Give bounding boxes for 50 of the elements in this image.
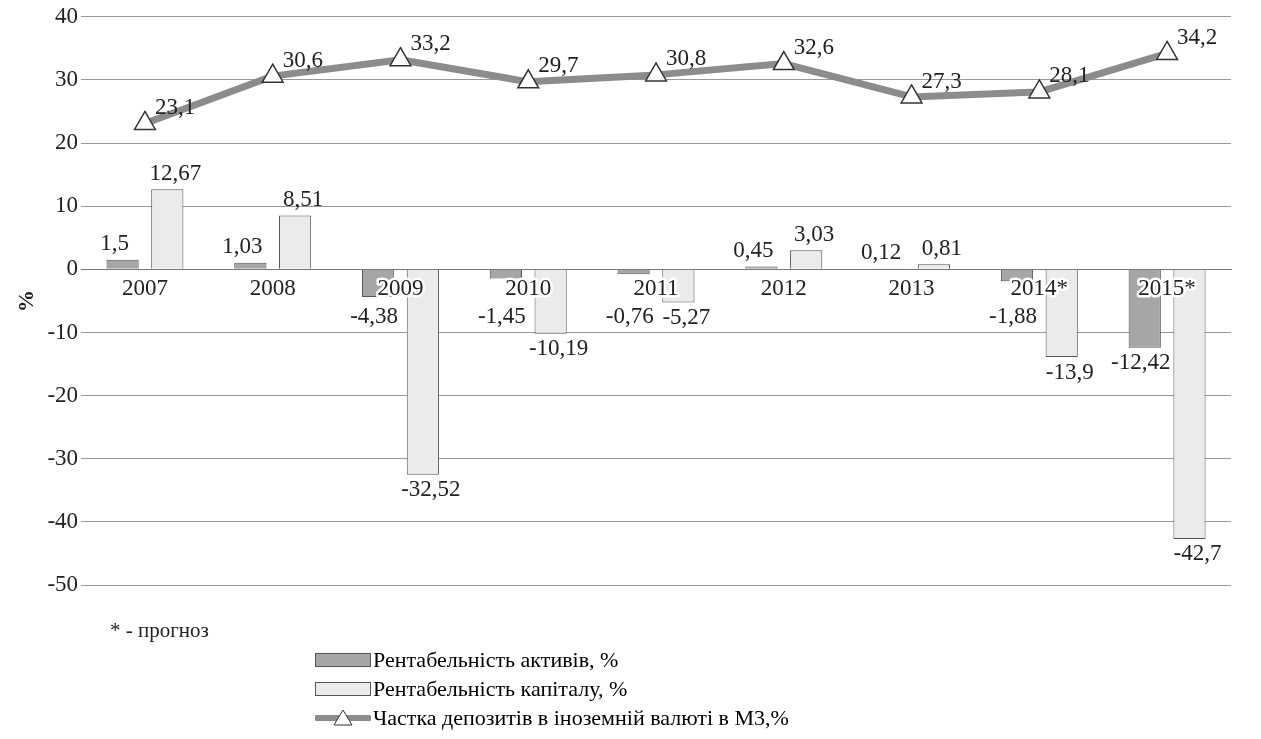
x-tick-label: 2009 (377, 274, 424, 300)
data-label: 32,6 (793, 34, 835, 60)
data-label: 1,5 (100, 230, 129, 256)
text: * - прогноз (110, 618, 209, 643)
y-tick-label: -50 (47, 571, 79, 597)
data-label: 28,1 (1049, 62, 1090, 88)
data-label: 34,2 (1177, 23, 1218, 49)
x-tick-label: 2008 (249, 274, 296, 300)
x-tick-label: 2012 (760, 274, 807, 300)
x-tick-label: 2010 (505, 274, 552, 300)
x-tick-label: 2011 (633, 274, 679, 300)
x-tick-label: 2014* (1010, 274, 1069, 300)
data-label: -12,42 (1111, 349, 1171, 375)
data-label: 30,6 (282, 46, 323, 72)
legend-label: Рентабельність активів, % (373, 646, 619, 674)
data-label: -42,7 (1173, 540, 1222, 566)
data-label: 3,03 (794, 220, 835, 246)
data-label: -10,19 (528, 335, 589, 361)
y-tick-label: 0 (66, 255, 79, 281)
y-tick-label: 40 (55, 2, 79, 28)
data-label: -13,9 (1045, 358, 1094, 384)
y-tick-label: 10 (55, 192, 79, 218)
data-label: -1,88 (989, 302, 1037, 328)
y-tick-label: -30 (47, 444, 79, 470)
data-label: 29,7 (538, 52, 579, 78)
data-label: 12,67 (149, 159, 202, 185)
data-label: 23,1 (154, 94, 196, 120)
legend-label: Рентабельність капіталу, % (373, 675, 628, 703)
data-label: -32,52 (401, 476, 461, 502)
y-tick-label: 30 (55, 65, 79, 91)
data-label: 8,51 (282, 186, 324, 212)
data-label: 33,2 (410, 30, 451, 56)
data-label: -5,27 (662, 304, 711, 330)
x-tick-label: 2007 (121, 274, 168, 300)
y-tick-label: -40 (47, 507, 79, 533)
data-label: 1,03 (222, 233, 263, 259)
y-axis-title: % (12, 289, 38, 312)
data-label: -4,38 (350, 302, 399, 328)
data-label: 30,8 (666, 45, 707, 71)
data-label: 0,81 (921, 234, 963, 260)
data-label: -0,76 (605, 302, 654, 328)
data-label: 0,12 (861, 239, 902, 265)
y-tick-label: -10 (47, 318, 79, 344)
y-tick-label: -20 (47, 381, 79, 407)
x-tick-label: 2013 (888, 274, 935, 300)
data-label: 27,3 (921, 67, 962, 93)
legend-label: Частка депозитів в іноземній валюті в М3,% (373, 704, 789, 732)
y-tick-label: 20 (55, 129, 79, 155)
data-label: -1,45 (477, 302, 526, 328)
data-label: 0,45 (733, 237, 774, 263)
